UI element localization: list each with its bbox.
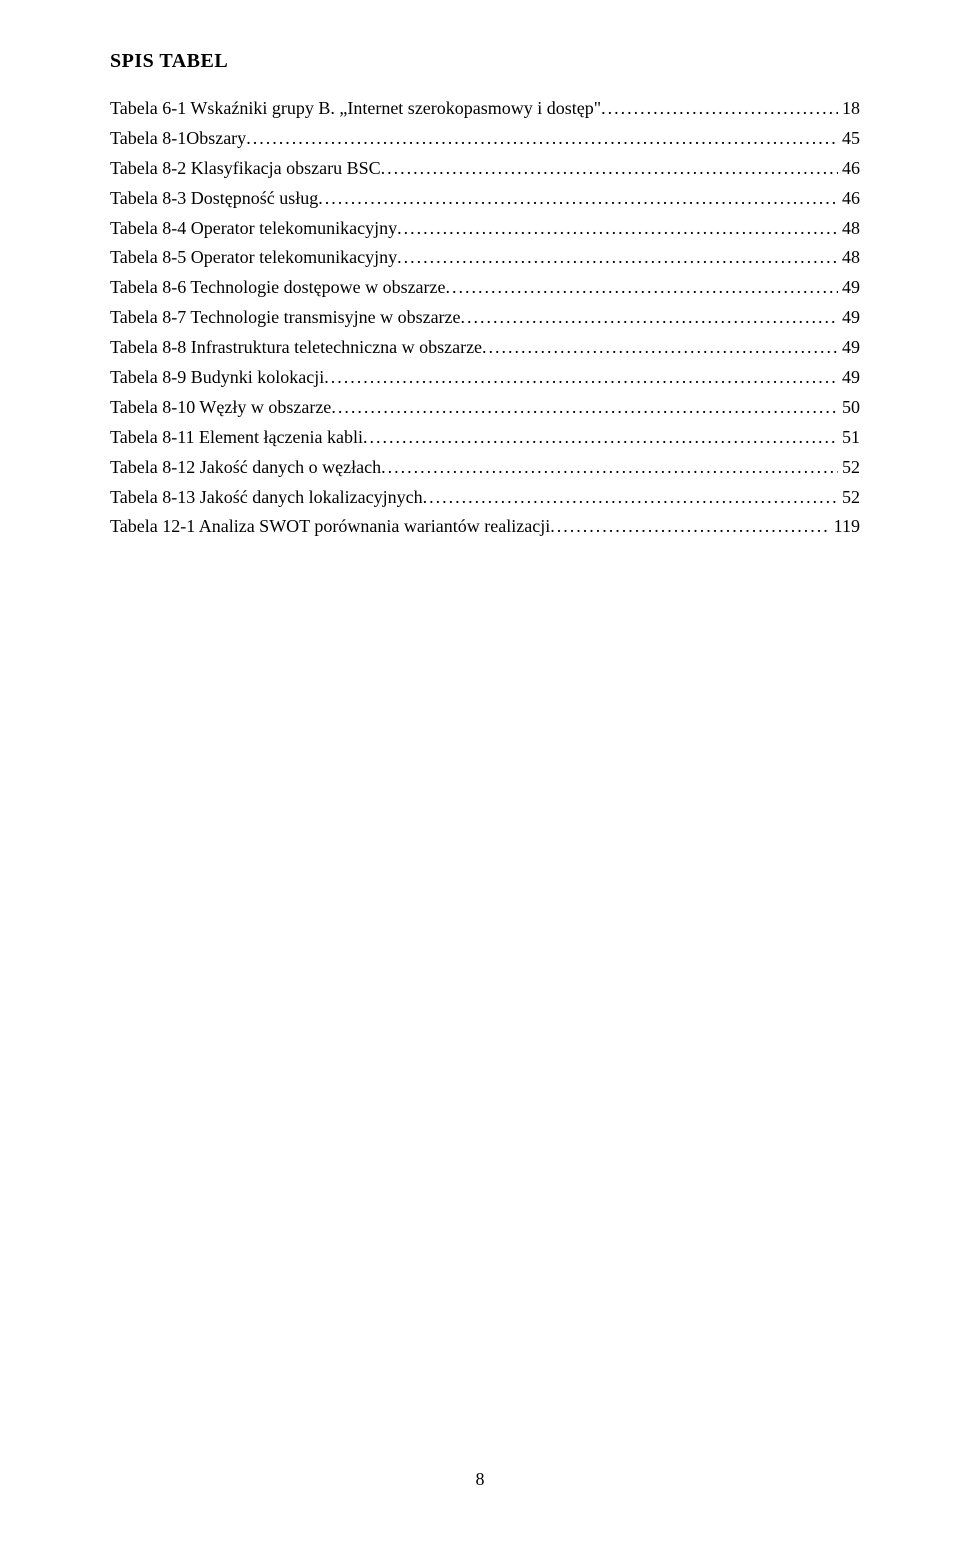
toc-entry-label: Tabela 12-1 Analiza SWOT porównania wari… xyxy=(110,513,550,541)
toc-entry-page: 52 xyxy=(838,454,860,482)
toc-leader-dots xyxy=(446,274,838,302)
toc-leader-dots xyxy=(331,394,838,422)
toc-entry-page: 45 xyxy=(838,125,860,153)
toc-leader-dots xyxy=(324,364,838,392)
toc-entry: Tabela 8-2 Klasyfikacja obszaru BSC 46 xyxy=(110,155,860,183)
page-title: SPIS TABEL xyxy=(110,50,860,73)
toc-leader-dots xyxy=(363,424,838,452)
toc-entry-label: Tabela 8-2 Klasyfikacja obszaru BSC xyxy=(110,155,381,183)
toc-entry-label: Tabela 8-10 Węzły w obszarze xyxy=(110,394,331,422)
toc-entry-page: 49 xyxy=(838,274,860,302)
toc-leader-dots xyxy=(397,244,838,272)
toc-entry-page: 48 xyxy=(838,215,860,243)
toc-leader-dots xyxy=(550,513,829,541)
toc-entry: Tabela 8-5 Operator telekomunikacyjny 48 xyxy=(110,244,860,272)
toc-leader-dots xyxy=(423,484,838,512)
toc-entry-page: 49 xyxy=(838,364,860,392)
toc-entry-page: 119 xyxy=(830,513,860,541)
toc-entry: Tabela 8-10 Węzły w obszarze 50 xyxy=(110,394,860,422)
toc-entry: Tabela 8-3 Dostępność usług 46 xyxy=(110,185,860,213)
toc-entry-label: Tabela 8-1Obszary xyxy=(110,125,246,153)
toc-entry-page: 48 xyxy=(838,244,860,272)
toc-entry-label: Tabela 8-12 Jakość danych o węzłach xyxy=(110,454,381,482)
toc-entry: Tabela 8-8 Infrastruktura teletechniczna… xyxy=(110,334,860,362)
toc-entry-label: Tabela 8-5 Operator telekomunikacyjny xyxy=(110,244,397,272)
toc-entry: Tabela 8-6 Technologie dostępowe w obsza… xyxy=(110,274,860,302)
toc-entry-page: 46 xyxy=(838,155,860,183)
toc-leader-dots xyxy=(381,155,838,183)
toc-entry-label: Tabela 6-1 Wskaźniki grupy B. „Internet … xyxy=(110,95,601,123)
toc-entry-label: Tabela 8-13 Jakość danych lokalizacyjnyc… xyxy=(110,484,423,512)
toc-entry-label: Tabela 8-9 Budynki kolokacji xyxy=(110,364,324,392)
toc-entry-label: Tabela 8-11 Element łączenia kabli xyxy=(110,424,363,452)
toc-entry: Tabela 8-12 Jakość danych o węzłach 52 xyxy=(110,454,860,482)
toc-entry-label: Tabela 8-8 Infrastruktura teletechniczna… xyxy=(110,334,482,362)
toc-entry-page: 49 xyxy=(838,334,860,362)
toc-leader-dots xyxy=(461,304,838,332)
toc-leader-dots xyxy=(318,185,838,213)
toc-entry: Tabela 6-1 Wskaźniki grupy B. „Internet … xyxy=(110,95,860,123)
toc-entry: Tabela 8-11 Element łączenia kabli 51 xyxy=(110,424,860,452)
page-number: 8 xyxy=(0,1469,960,1490)
toc-entry-page: 50 xyxy=(838,394,860,422)
toc-entry: Tabela 8-4 Operator telekomunikacyjny 48 xyxy=(110,215,860,243)
toc-entry-label: Tabela 8-3 Dostępność usług xyxy=(110,185,318,213)
toc-entry-page: 18 xyxy=(838,95,860,123)
table-of-contents: Tabela 6-1 Wskaźniki grupy B. „Internet … xyxy=(110,95,860,541)
toc-leader-dots xyxy=(482,334,838,362)
toc-entry: Tabela 8-9 Budynki kolokacji 49 xyxy=(110,364,860,392)
toc-entry: Tabela 12-1 Analiza SWOT porównania wari… xyxy=(110,513,860,541)
toc-entry: Tabela 8-1Obszary 45 xyxy=(110,125,860,153)
toc-entry: Tabela 8-7 Technologie transmisyjne w ob… xyxy=(110,304,860,332)
toc-entry-label: Tabela 8-4 Operator telekomunikacyjny xyxy=(110,215,397,243)
toc-leader-dots xyxy=(246,125,838,153)
toc-entry-page: 51 xyxy=(838,424,860,452)
toc-entry-page: 49 xyxy=(838,304,860,332)
toc-entry-page: 52 xyxy=(838,484,860,512)
toc-leader-dots xyxy=(397,215,838,243)
toc-leader-dots xyxy=(601,95,838,123)
toc-entry: Tabela 8-13 Jakość danych lokalizacyjnyc… xyxy=(110,484,860,512)
toc-entry-label: Tabela 8-6 Technologie dostępowe w obsza… xyxy=(110,274,446,302)
toc-leader-dots xyxy=(381,454,838,482)
toc-entry-page: 46 xyxy=(838,185,860,213)
toc-entry-label: Tabela 8-7 Technologie transmisyjne w ob… xyxy=(110,304,461,332)
